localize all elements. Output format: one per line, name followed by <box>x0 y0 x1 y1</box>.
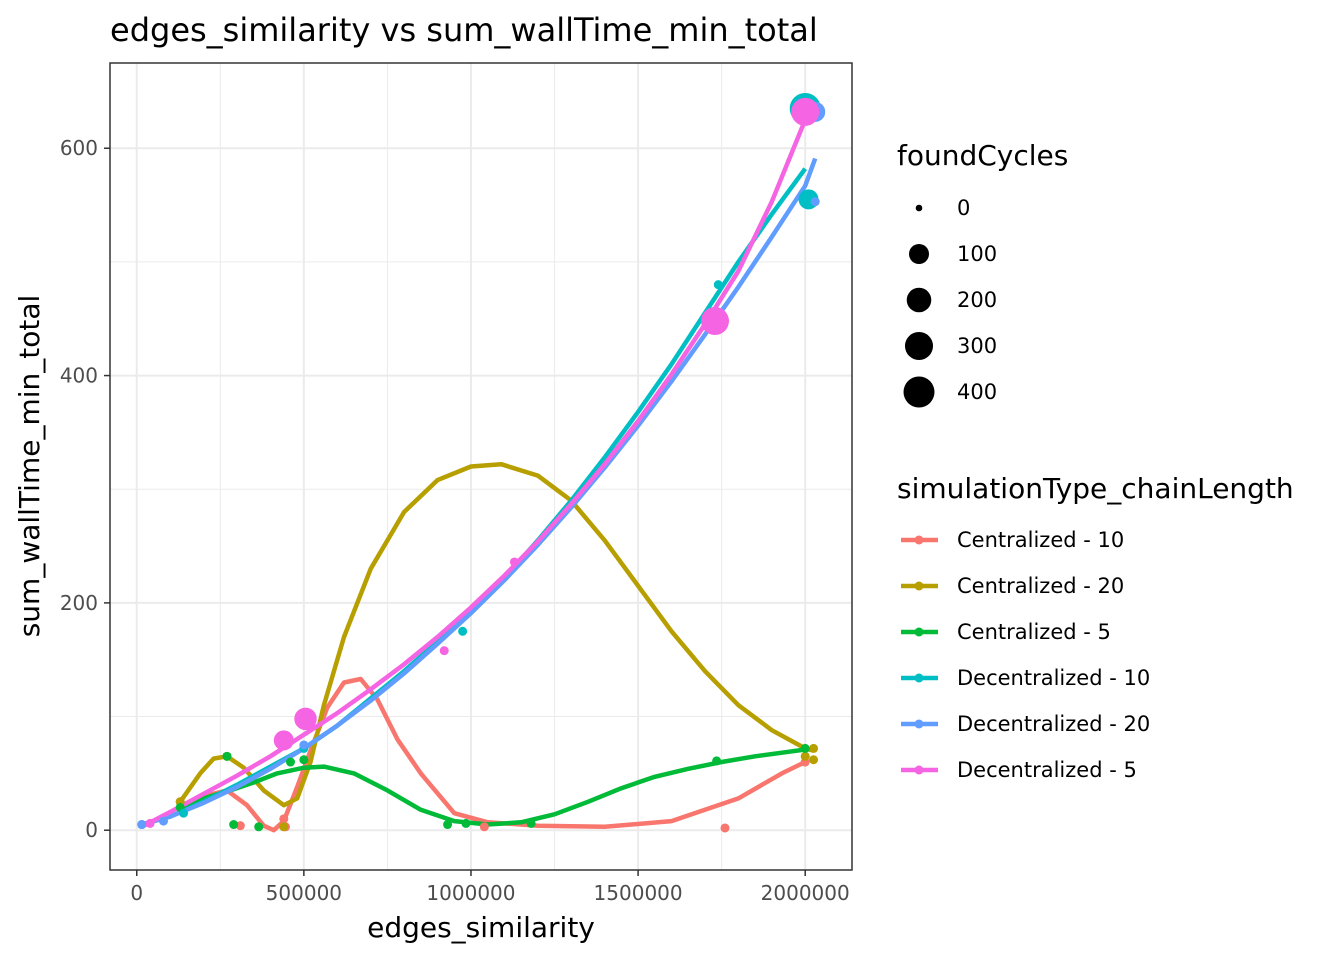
size-legend-title: foundCycles <box>897 139 1068 172</box>
size-legend-label: 0 <box>957 196 970 220</box>
data-point <box>235 821 245 831</box>
color-legend-dot <box>914 673 924 683</box>
data-point <box>145 818 155 828</box>
data-point <box>479 822 489 832</box>
color-legend-dot <box>914 535 924 545</box>
data-point <box>713 280 723 290</box>
data-point <box>294 707 317 731</box>
data-point <box>229 820 239 830</box>
size-legend-key <box>906 287 932 313</box>
data-point <box>443 820 453 830</box>
x-tick-label: 0 <box>130 881 143 905</box>
data-point <box>720 823 730 833</box>
color-legend-dot <box>914 627 924 637</box>
smooth-lines <box>140 118 818 833</box>
color-legend-title: simulationType_chainLength <box>897 472 1294 505</box>
data-point <box>809 755 819 765</box>
data-point <box>810 197 820 207</box>
y-tick-label: 200 <box>60 591 98 615</box>
data-point <box>254 822 264 832</box>
data-point <box>439 646 449 656</box>
data-point <box>158 816 168 826</box>
y-axis: 0 200 400 600 <box>60 136 110 842</box>
y-tick-label: 400 <box>60 364 98 388</box>
smooth-line <box>179 676 807 833</box>
size-legend-key <box>915 204 923 212</box>
data-point <box>509 557 519 567</box>
color-legend-label: Decentralized - 10 <box>957 666 1150 690</box>
data-point <box>809 743 819 753</box>
data-point <box>458 626 468 636</box>
data-points <box>137 92 826 833</box>
x-axis-title: edges_similarity <box>367 911 595 944</box>
data-point <box>712 756 722 766</box>
size-legend-label: 200 <box>957 288 997 312</box>
data-point <box>137 820 147 830</box>
x-axis: 0 500000 1000000 1500000 2000000 <box>130 870 850 905</box>
x-tick-label: 500000 <box>266 881 342 905</box>
x-tick-label: 2000000 <box>761 881 850 905</box>
color-legend-label: Centralized - 5 <box>957 620 1111 644</box>
data-point <box>791 97 820 126</box>
data-point <box>299 740 309 750</box>
data-point <box>179 808 189 818</box>
smooth-line <box>179 747 806 827</box>
y-tick-label: 600 <box>60 136 98 160</box>
size-legend-label: 400 <box>957 380 997 404</box>
color-legend-label: Centralized - 20 <box>957 574 1124 598</box>
x-tick-label: 1500000 <box>594 881 683 905</box>
color-legend-label: Centralized - 10 <box>957 528 1124 552</box>
data-point <box>273 730 294 751</box>
color-legend-dot <box>914 581 924 591</box>
plot-border <box>109 62 853 871</box>
data-point <box>279 822 289 832</box>
color-legend-label: Decentralized - 5 <box>957 758 1137 782</box>
data-point <box>800 743 810 753</box>
color-legend: simulationType_chainLength Centralized -… <box>897 472 1294 782</box>
minor-gridlines <box>110 63 852 870</box>
color-legend-dot <box>914 765 924 775</box>
color-legend-dot <box>914 719 924 729</box>
data-point <box>279 814 289 824</box>
size-legend-label: 100 <box>957 242 997 266</box>
chart-title: edges_similarity vs sum_wallTime_min_tot… <box>110 11 818 49</box>
data-point <box>222 751 232 761</box>
data-point <box>461 818 471 828</box>
y-axis-title: sum_wallTime_min_total <box>13 295 46 638</box>
data-point <box>526 818 536 828</box>
size-legend: foundCycles 0 100 200 300 400 <box>897 139 1068 408</box>
y-tick-label: 0 <box>85 818 98 842</box>
data-point <box>299 755 309 765</box>
x-tick-label: 1000000 <box>426 881 515 905</box>
size-legend-key <box>909 244 929 264</box>
size-legend-key <box>904 331 934 361</box>
data-point <box>285 757 295 767</box>
color-legend-label: Decentralized - 20 <box>957 712 1150 736</box>
data-point <box>700 306 729 336</box>
size-legend-key <box>903 376 935 408</box>
smooth-line <box>140 118 808 829</box>
size-legend-label: 300 <box>957 334 997 358</box>
data-point <box>800 751 810 761</box>
